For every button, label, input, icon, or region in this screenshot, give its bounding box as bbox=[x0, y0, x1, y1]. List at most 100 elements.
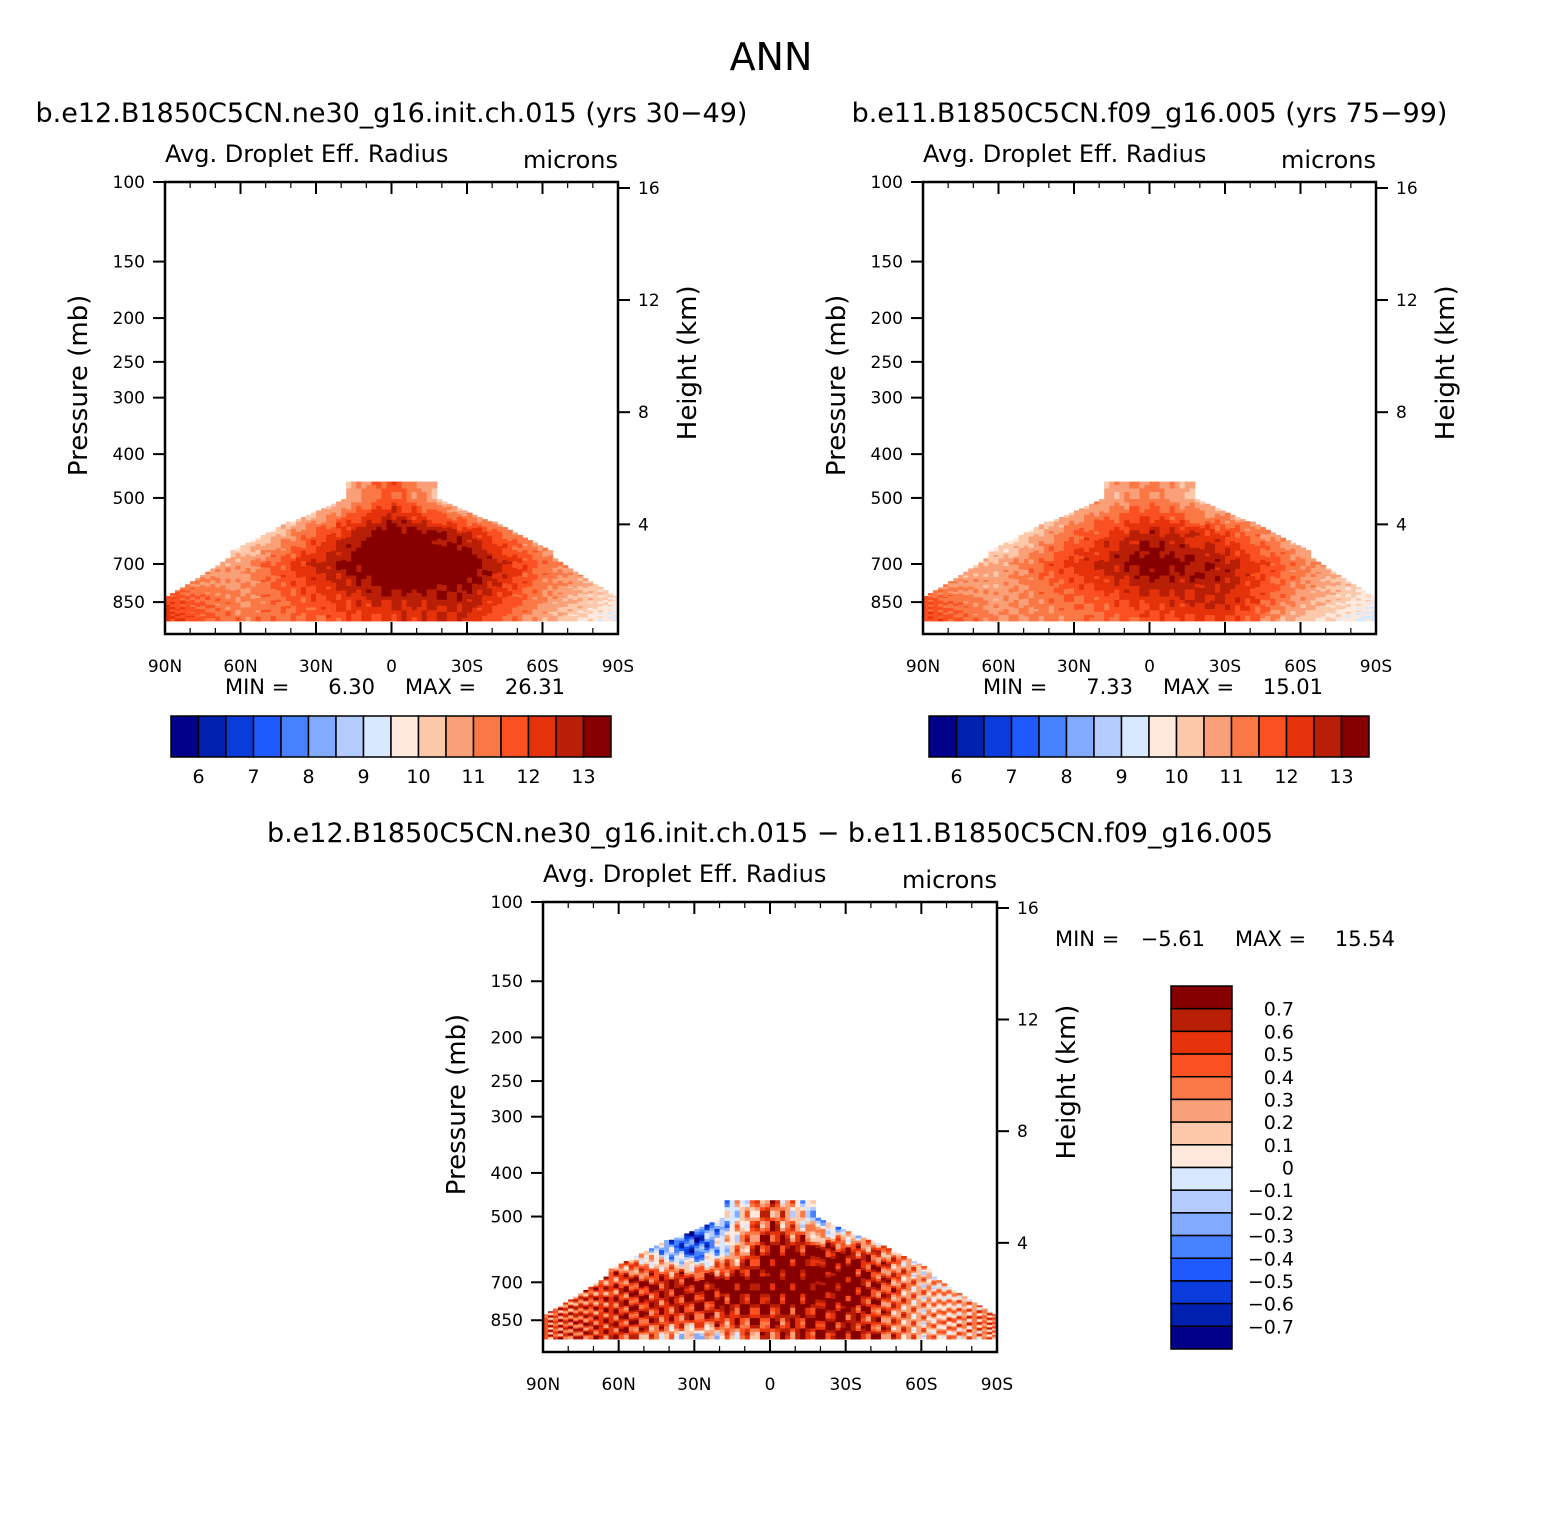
contour-cell bbox=[351, 565, 357, 570]
contour-cell bbox=[577, 616, 584, 618]
contour-cell bbox=[411, 565, 418, 570]
contour-cell bbox=[265, 543, 272, 547]
contour-cell bbox=[467, 558, 473, 562]
contour-cell bbox=[1074, 601, 1080, 605]
contour-cell bbox=[527, 600, 534, 604]
contour-cell bbox=[351, 568, 357, 573]
contour-cell bbox=[1053, 554, 1060, 558]
contour-cell bbox=[487, 538, 493, 542]
contour-cell bbox=[602, 612, 609, 614]
contour-cell bbox=[185, 604, 191, 606]
contour-cell bbox=[928, 608, 934, 610]
contour-cell bbox=[988, 617, 995, 620]
contour-cell bbox=[572, 588, 579, 591]
contour-cell bbox=[983, 595, 990, 598]
contour-cell bbox=[426, 492, 433, 497]
contour-cell bbox=[326, 617, 332, 622]
contour-cell bbox=[998, 575, 1005, 578]
contour-cell bbox=[1038, 584, 1045, 588]
contour-cell bbox=[1043, 561, 1050, 565]
contour-cell bbox=[1079, 544, 1085, 549]
contour-cell bbox=[572, 591, 579, 594]
contour-cell bbox=[472, 589, 478, 593]
contour-cell bbox=[953, 607, 959, 610]
contour-cell bbox=[441, 576, 448, 580]
contour-cell bbox=[401, 586, 408, 591]
contour-cell bbox=[190, 615, 196, 618]
contour-cell bbox=[180, 614, 186, 616]
contour-cell bbox=[295, 615, 302, 619]
contour-cell bbox=[1018, 580, 1025, 583]
contour-cell bbox=[1018, 590, 1025, 594]
contour-cell bbox=[310, 596, 317, 600]
contour-cell bbox=[316, 532, 322, 536]
contour-cell bbox=[943, 600, 949, 603]
contour-cell bbox=[255, 575, 262, 578]
contour-cell bbox=[958, 594, 964, 597]
contour-cell bbox=[933, 595, 939, 597]
contour-cell bbox=[205, 586, 211, 589]
contour-cell bbox=[973, 602, 979, 605]
contour-cell bbox=[235, 558, 242, 562]
contour-cell bbox=[255, 537, 262, 541]
contour-cell bbox=[567, 612, 574, 615]
colorbar-box bbox=[170, 715, 200, 758]
contour-cell bbox=[597, 613, 604, 615]
contour-cell bbox=[993, 564, 1000, 567]
contour-cell bbox=[195, 610, 201, 612]
contour-cell bbox=[467, 534, 473, 538]
contour-cell bbox=[285, 546, 292, 550]
contour-cell bbox=[1038, 570, 1045, 574]
contour-cell bbox=[346, 606, 352, 611]
colorbar-label: 6 bbox=[192, 766, 204, 788]
contour-cell bbox=[441, 513, 448, 517]
contour-cell bbox=[467, 612, 473, 616]
contour-cell bbox=[305, 565, 312, 569]
contour-cell bbox=[456, 609, 463, 613]
contour-cell bbox=[1048, 556, 1055, 560]
contour-cell bbox=[195, 578, 201, 580]
contour-cell bbox=[1033, 573, 1040, 577]
contour-cell bbox=[245, 571, 252, 575]
contour-cell bbox=[265, 541, 272, 545]
contour-cell bbox=[180, 615, 186, 618]
contour-cell bbox=[391, 554, 398, 559]
contour-cell bbox=[461, 521, 468, 525]
contour-cell bbox=[240, 594, 247, 597]
contour-cell bbox=[401, 551, 408, 556]
contour-cell bbox=[1013, 541, 1020, 545]
contour-cell bbox=[517, 543, 523, 547]
contour-cell bbox=[290, 618, 297, 622]
contour-cell bbox=[300, 613, 307, 617]
contour-cell bbox=[451, 546, 458, 550]
contour-cell bbox=[522, 548, 528, 551]
colorbar-label: 9 bbox=[357, 766, 369, 788]
contour-cell bbox=[381, 565, 388, 570]
contour-cell bbox=[938, 619, 944, 622]
contour-cell bbox=[220, 613, 226, 616]
contour-cell bbox=[487, 543, 493, 547]
contour-cell bbox=[567, 595, 574, 598]
contour-cell bbox=[502, 583, 508, 587]
contour-cell bbox=[190, 608, 196, 611]
contour-cell bbox=[978, 586, 984, 589]
contour-cell bbox=[245, 591, 252, 595]
contour-cell bbox=[336, 507, 342, 511]
contour-cell bbox=[492, 605, 498, 609]
contour-cell bbox=[165, 600, 171, 602]
contour-cell bbox=[235, 565, 242, 569]
contour-cell bbox=[260, 573, 267, 577]
contour-cell bbox=[1008, 566, 1015, 569]
contour-cell bbox=[943, 584, 949, 586]
contour-cell bbox=[492, 618, 498, 622]
contour-cell bbox=[290, 558, 297, 562]
contour-cell bbox=[1023, 561, 1030, 564]
contour-cell bbox=[341, 563, 347, 567]
contour-cell bbox=[406, 596, 413, 601]
contour-cell bbox=[602, 617, 609, 620]
contour-cell bbox=[467, 580, 473, 584]
contour-cell bbox=[492, 603, 498, 607]
contour-cell bbox=[456, 570, 463, 574]
contour-cell bbox=[285, 541, 292, 545]
units-title: microns bbox=[1281, 146, 1376, 174]
